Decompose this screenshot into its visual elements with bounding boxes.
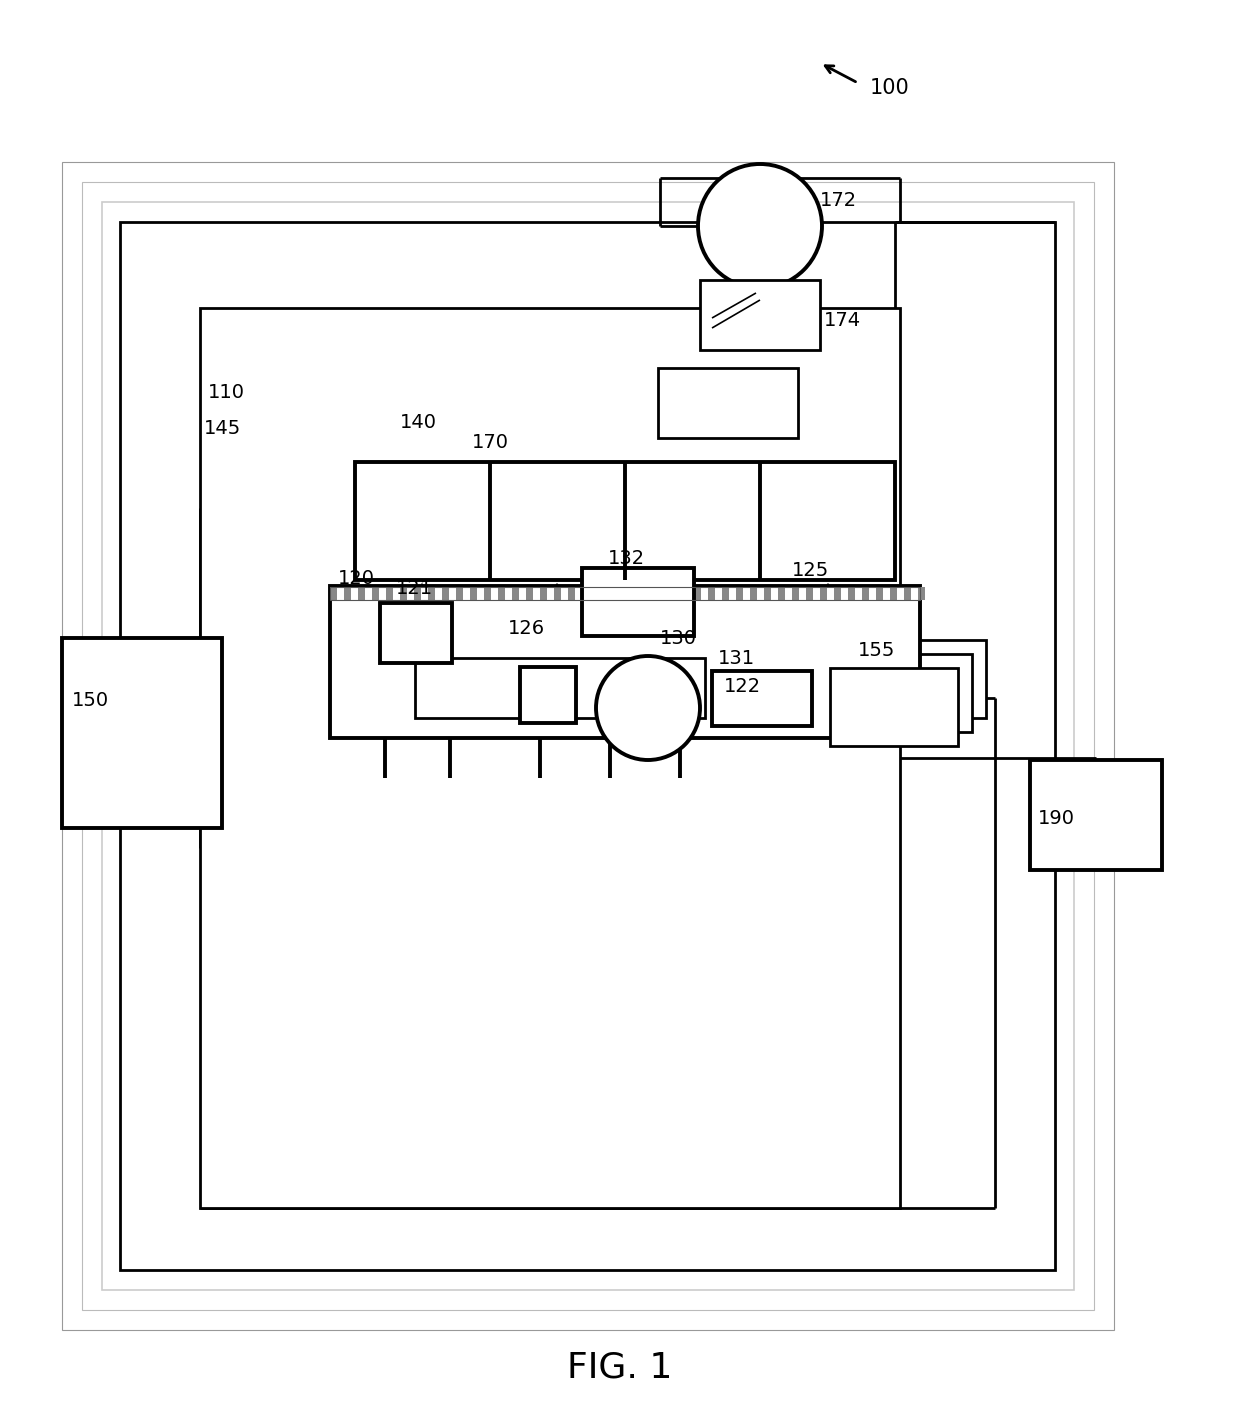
Bar xyxy=(875,587,883,600)
Bar xyxy=(62,162,1114,1330)
Bar xyxy=(820,587,827,600)
Bar xyxy=(890,587,897,600)
Bar xyxy=(330,587,337,600)
Bar xyxy=(835,587,841,600)
Circle shape xyxy=(698,164,822,288)
Bar xyxy=(456,587,463,600)
Bar xyxy=(358,587,365,600)
Bar xyxy=(658,369,799,438)
Bar xyxy=(484,587,491,600)
Bar xyxy=(554,587,560,600)
Bar xyxy=(526,587,533,600)
Bar xyxy=(806,587,813,600)
Text: 110: 110 xyxy=(208,383,246,403)
Bar xyxy=(62,638,222,828)
Bar xyxy=(539,587,547,600)
Text: 172: 172 xyxy=(820,190,857,210)
Bar xyxy=(441,587,449,600)
Text: 126: 126 xyxy=(508,618,546,638)
Text: 190: 190 xyxy=(1038,808,1075,828)
Bar xyxy=(401,587,407,600)
Text: 174: 174 xyxy=(825,311,861,329)
Text: 140: 140 xyxy=(401,414,436,432)
Bar xyxy=(428,587,435,600)
Bar xyxy=(777,587,785,600)
Bar xyxy=(610,587,618,600)
Text: FIG. 1: FIG. 1 xyxy=(568,1351,672,1385)
Bar xyxy=(694,587,701,600)
Bar xyxy=(582,569,694,637)
Text: 121: 121 xyxy=(396,579,433,597)
Bar xyxy=(520,666,577,723)
Bar xyxy=(918,587,925,600)
Text: 150: 150 xyxy=(72,691,109,709)
Bar xyxy=(343,587,351,600)
Bar xyxy=(470,587,477,600)
Text: 125: 125 xyxy=(792,560,830,580)
Text: 170: 170 xyxy=(472,434,508,452)
Bar xyxy=(498,587,505,600)
Text: 130: 130 xyxy=(660,628,697,648)
Text: 120: 120 xyxy=(339,569,374,587)
Bar xyxy=(764,587,771,600)
Bar xyxy=(652,587,658,600)
Text: 145: 145 xyxy=(205,418,242,438)
Bar xyxy=(624,587,631,600)
Text: 100: 100 xyxy=(870,78,910,98)
Bar xyxy=(512,587,520,600)
Bar xyxy=(830,668,959,746)
Bar xyxy=(386,587,393,600)
Bar xyxy=(701,279,820,350)
Bar xyxy=(200,308,900,1208)
Bar xyxy=(120,223,1055,1271)
Bar xyxy=(379,603,453,664)
Bar xyxy=(680,587,687,600)
Circle shape xyxy=(596,657,701,760)
Bar xyxy=(582,587,589,600)
Bar xyxy=(666,587,673,600)
Bar xyxy=(330,586,920,737)
Bar xyxy=(792,587,799,600)
Bar xyxy=(858,640,986,718)
Text: 122: 122 xyxy=(724,676,761,695)
Bar xyxy=(639,587,645,600)
Bar xyxy=(372,587,379,600)
Bar xyxy=(415,658,706,718)
Bar xyxy=(568,587,575,600)
Bar xyxy=(708,587,715,600)
Bar xyxy=(355,462,895,580)
Text: 132: 132 xyxy=(608,549,645,567)
Bar xyxy=(596,587,603,600)
Bar xyxy=(844,654,972,732)
Bar xyxy=(712,671,812,726)
Text: 155: 155 xyxy=(858,641,895,659)
Bar xyxy=(737,587,743,600)
Text: 131: 131 xyxy=(718,648,755,668)
Bar xyxy=(848,587,856,600)
Bar xyxy=(750,587,756,600)
Bar xyxy=(722,587,729,600)
Bar xyxy=(330,587,920,600)
Bar xyxy=(414,587,422,600)
Bar xyxy=(102,201,1074,1290)
Bar xyxy=(862,587,869,600)
Bar xyxy=(82,182,1094,1310)
Bar xyxy=(1030,760,1162,871)
Bar xyxy=(904,587,911,600)
